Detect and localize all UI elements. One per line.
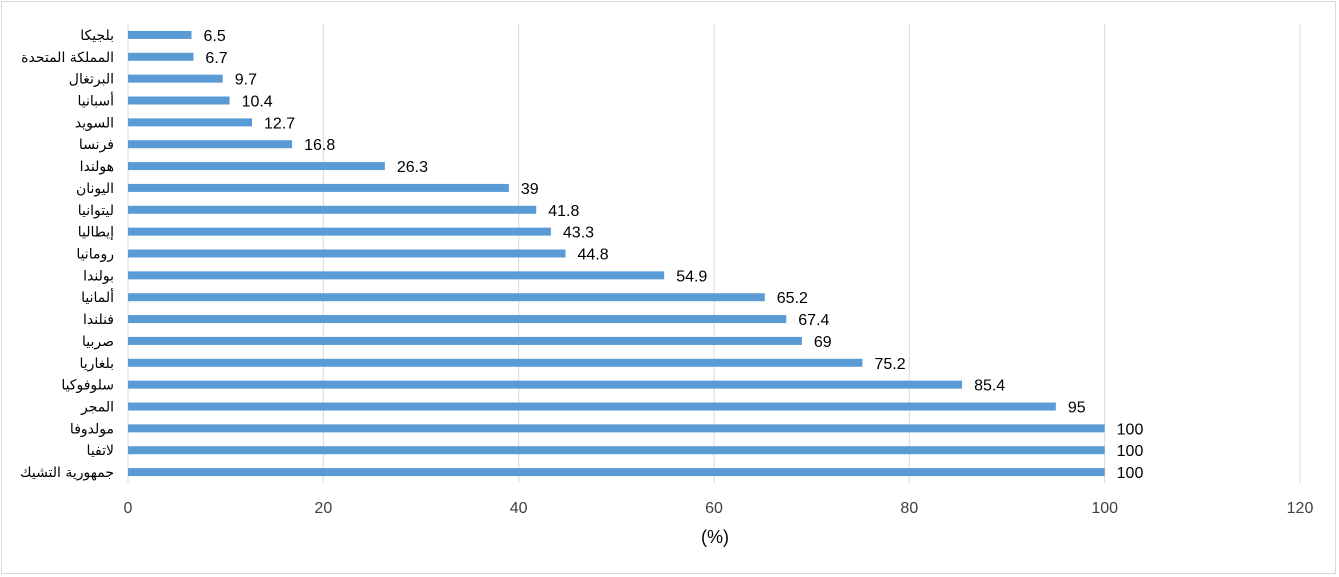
data-label: 41.8 <box>548 203 579 220</box>
x-tick-label: 20 <box>314 500 332 517</box>
category-label: البرتغال <box>69 72 114 88</box>
bar <box>128 205 537 214</box>
bar <box>128 96 230 105</box>
data-label: 43.3 <box>563 225 594 242</box>
category-label: لاتفيا <box>87 443 114 459</box>
data-label: 6.7 <box>205 50 227 67</box>
data-label: 100 <box>1117 421 1144 438</box>
bar <box>128 315 787 324</box>
data-label: 9.7 <box>235 72 257 89</box>
data-label: 85.4 <box>974 378 1005 395</box>
category-label: ليتوانيا <box>78 203 114 219</box>
x-tick-label: 40 <box>510 500 528 517</box>
data-label: 39 <box>521 181 539 198</box>
category-label: هولندا <box>80 159 114 175</box>
data-label: 75.2 <box>874 356 905 373</box>
category-label: بلغاريا <box>80 356 114 372</box>
category-label: فرنسا <box>79 137 114 153</box>
bar <box>128 140 293 149</box>
category-label: بولندا <box>83 268 114 284</box>
data-label: 65.2 <box>777 290 808 307</box>
category-label: فنلندا <box>83 312 114 328</box>
x-tick-label: 120 <box>1287 500 1314 517</box>
category-label: المملكة المتحدة <box>21 50 114 66</box>
category-label: أسبانيا <box>78 92 115 110</box>
data-label: 44.8 <box>578 247 609 264</box>
x-tick-label: 0 <box>124 500 133 517</box>
bar <box>128 227 551 236</box>
category-label: إيطاليا <box>78 225 114 241</box>
bar <box>128 424 1105 433</box>
bar <box>128 52 194 61</box>
data-label: 54.9 <box>676 268 707 285</box>
bar <box>128 118 253 127</box>
category-label: السويد <box>75 115 114 131</box>
x-tick-label: 80 <box>900 500 918 517</box>
x-axis-title: (%) <box>701 527 729 547</box>
category-label: اليونان <box>76 181 114 197</box>
data-label: 16.8 <box>304 137 335 154</box>
data-label: 100 <box>1117 443 1144 460</box>
category-label: المجر <box>80 400 114 416</box>
data-label: 100 <box>1117 465 1144 482</box>
bar <box>128 336 802 345</box>
category-label: صربيا <box>82 334 114 350</box>
bar <box>128 293 765 302</box>
category-labels: بلجيكا المملكة المتحدة البرتغال أسبانيا السو… <box>20 28 114 481</box>
bar <box>128 446 1105 455</box>
bar <box>128 380 963 389</box>
x-axis-ticks: 0 20 40 60 80 100 120 <box>124 500 1314 517</box>
data-label: 12.7 <box>264 115 295 132</box>
data-label: 26.3 <box>397 159 428 176</box>
data-label: 6.5 <box>203 28 225 45</box>
bar <box>128 30 192 39</box>
bar <box>128 249 566 258</box>
bar <box>128 468 1105 477</box>
data-label: 69 <box>814 334 832 351</box>
bar <box>128 162 385 171</box>
category-label: سلوفوكيا <box>61 378 114 394</box>
bar <box>128 183 509 192</box>
data-label: 10.4 <box>242 94 273 111</box>
x-tick-label: 60 <box>705 500 723 517</box>
bar <box>128 402 1056 411</box>
category-label: جمهورية التشيك <box>20 465 114 481</box>
bar <box>128 271 665 280</box>
bars <box>128 30 1105 477</box>
category-label: بلجيكا <box>80 28 114 44</box>
data-label: 67.4 <box>798 312 829 329</box>
category-label: رومانيا <box>76 247 114 263</box>
bar <box>128 358 863 367</box>
category-label: مولدوفا <box>70 421 114 437</box>
category-label: ألمانيا <box>81 288 114 306</box>
value-labels: 6.5 6.7 9.7 10.4 12.7 16.8 26.3 39 41.8 43.3 44.8 5… <box>203 28 1143 482</box>
data-label: 95 <box>1068 400 1086 417</box>
x-tick-label: 100 <box>1091 500 1118 517</box>
bar <box>128 74 223 83</box>
